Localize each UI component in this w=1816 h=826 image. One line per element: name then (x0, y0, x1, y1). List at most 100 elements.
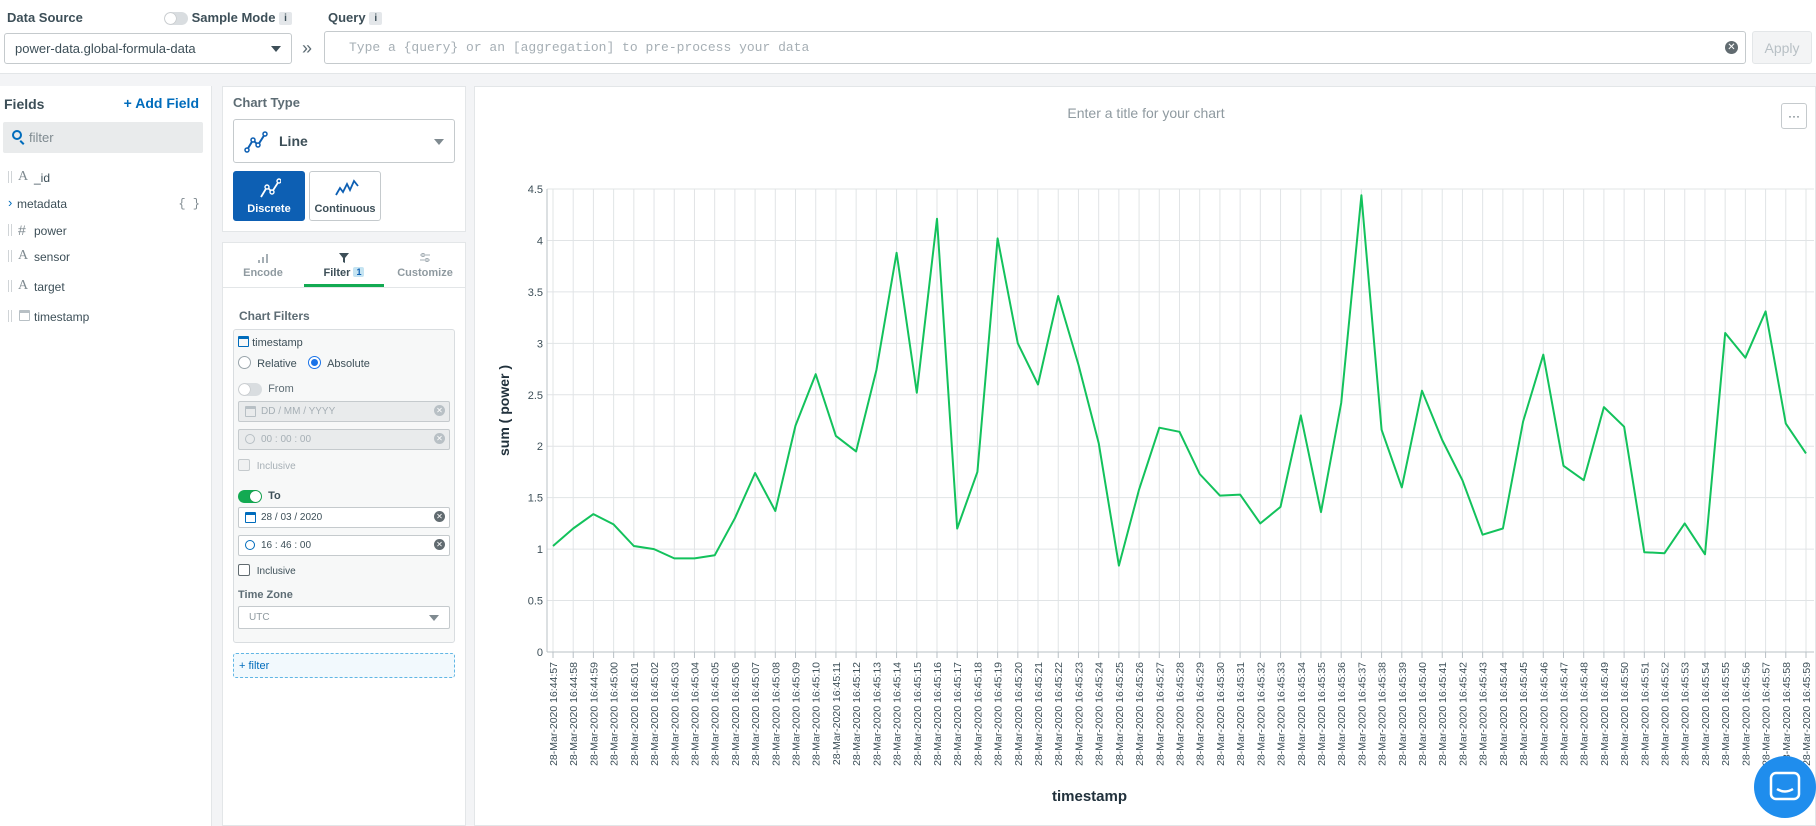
x-tick-label: 28-Mar-2020 16:45:23 (1073, 662, 1085, 766)
continuous-button[interactable]: Continuous (309, 171, 381, 221)
x-tick-label: 28-Mar-2020 16:45:06 (730, 662, 742, 766)
from-time-input[interactable]: 00 : 00 : 00 ✕ (238, 429, 450, 450)
from-inclusive-checkbox[interactable] (238, 459, 250, 471)
field-item[interactable]: # power (6, 221, 206, 241)
x-tick-label: 28-Mar-2020 16:45:43 (1478, 662, 1490, 766)
x-tick-label: 28-Mar-2020 16:45:04 (689, 662, 701, 766)
clear-icon[interactable]: ✕ (434, 433, 445, 444)
field-filter-input[interactable] (3, 122, 203, 153)
x-tick-label: 28-Mar-2020 16:45:40 (1417, 662, 1429, 766)
tab-customize[interactable]: Customize (385, 243, 465, 287)
to-date-input[interactable]: 28 / 03 / 2020 ✕ (238, 507, 450, 528)
drag-handle-icon[interactable] (8, 310, 12, 322)
info-icon[interactable]: i (369, 12, 383, 26)
fields-panel: Fields + Add Field A _id › metadata { } … (0, 86, 212, 826)
y-tick-label: 1 (537, 544, 543, 556)
from-toggle[interactable] (238, 383, 262, 396)
filter-field: timestamp (238, 336, 303, 349)
drag-handle-icon[interactable] (8, 171, 12, 183)
field-item[interactable]: timestamp (6, 307, 206, 327)
number-icon: # (18, 222, 26, 238)
x-tick-label: 28-Mar-2020 16:45:08 (770, 662, 782, 766)
to-time-input[interactable]: 16 : 46 : 00 ✕ (238, 535, 450, 556)
tab-filter[interactable]: Filter 1 (304, 243, 384, 287)
x-tick-label: 28-Mar-2020 16:45:13 (871, 662, 883, 766)
x-tick-label: 28-Mar-2020 16:45:58 (1781, 662, 1793, 766)
to-inclusive-checkbox[interactable] (238, 564, 250, 576)
info-icon[interactable]: i (279, 12, 293, 26)
top-bar: Data Source Sample Mode i Query i power-… (0, 0, 1816, 74)
chart-type-select[interactable]: Line (233, 119, 455, 163)
chart-type-panel: Chart Type Line Discrete Continuous (222, 86, 466, 232)
clear-icon[interactable]: ✕ (434, 539, 445, 550)
drag-handle-icon[interactable] (8, 250, 12, 262)
from-date-input[interactable]: DD / MM / YYYY ✕ (238, 401, 450, 422)
chart-type-title: Chart Type (233, 95, 300, 110)
field-item[interactable]: › metadata { } (6, 194, 206, 214)
x-tick-label: 28-Mar-2020 16:45:15 (912, 662, 924, 766)
y-axis-label: sum ( power ) (496, 365, 512, 456)
clear-icon[interactable]: ✕ (434, 511, 445, 522)
x-tick-label: 28-Mar-2020 16:45:09 (791, 662, 803, 766)
field-item[interactable]: A sensor (6, 247, 206, 267)
to-group: To (238, 490, 281, 503)
relative-option[interactable]: Relative (238, 356, 297, 370)
drag-handle-icon[interactable] (8, 280, 12, 292)
field-item[interactable]: A target (6, 277, 206, 297)
query-input[interactable] (324, 31, 1746, 64)
x-tick-label: 28-Mar-2020 16:45:37 (1356, 662, 1368, 766)
sample-mode-toggle[interactable] (164, 12, 188, 26)
to-label: To (268, 490, 281, 503)
absolute-radio[interactable] (308, 356, 321, 369)
y-tick-label: 3.5 (528, 287, 543, 299)
x-tick-label: 28-Mar-2020 16:45:55 (1720, 662, 1732, 766)
string-icon: A (18, 248, 29, 263)
discrete-button[interactable]: Discrete (233, 171, 305, 221)
chat-support-button[interactable] (1754, 756, 1816, 818)
drag-handle-icon[interactable] (8, 224, 12, 236)
data-source-select[interactable]: power-data.global-formula-data (4, 33, 292, 64)
tab-divider (223, 287, 465, 288)
sample-mode-label: Sample Mode (191, 10, 276, 25)
tab-encode[interactable]: Encode (223, 243, 303, 287)
x-tick-label: 28-Mar-2020 16:45:07 (750, 662, 762, 766)
field-name: sensor (34, 250, 71, 264)
chevron-right-icon[interactable]: › (8, 195, 13, 210)
x-tick-label: 28-Mar-2020 16:45:21 (1033, 662, 1045, 766)
clear-icon[interactable]: ✕ (434, 405, 445, 416)
x-tick-label: 28-Mar-2020 16:45:03 (669, 662, 681, 766)
data-source-label: Data Source (7, 10, 83, 25)
x-tick-label: 28-Mar-2020 16:44:58 (568, 662, 580, 766)
y-tick-label: 3 (537, 338, 543, 350)
x-tick-label: 28-Mar-2020 16:45:41 (1437, 662, 1449, 766)
object-icon: { } (178, 197, 200, 211)
add-filter-button[interactable]: + filter (233, 653, 455, 678)
plus-icon: + (123, 95, 132, 111)
relative-radio[interactable] (238, 356, 251, 369)
add-field-button[interactable]: + Add Field (124, 95, 199, 111)
field-name: metadata (17, 197, 68, 211)
field-item[interactable]: A _id (6, 168, 206, 188)
x-tick-label: 28-Mar-2020 16:45:35 (1316, 662, 1328, 766)
to-inclusive[interactable]: Inclusive (238, 564, 296, 577)
absolute-option[interactable]: Absolute (308, 356, 370, 370)
timezone-select[interactable]: UTC (238, 606, 450, 629)
x-tick-label: 28-Mar-2020 16:45:29 (1195, 662, 1207, 766)
chart-title-input[interactable]: Enter a title for your chart (1067, 105, 1225, 121)
x-tick-label: 28-Mar-2020 16:45:19 (993, 662, 1005, 766)
more-options-button[interactable]: ··· (1781, 103, 1807, 129)
x-tick-label: 28-Mar-2020 16:45:27 (1154, 662, 1166, 766)
query-label-group: Query i (328, 10, 383, 26)
field-name: target (34, 280, 65, 294)
chart-filters-title: Chart Filters (239, 309, 310, 323)
to-toggle[interactable] (238, 490, 262, 503)
from-inclusive[interactable]: Inclusive (238, 459, 296, 472)
x-tick-label: 28-Mar-2020 16:45:31 (1235, 662, 1247, 766)
apply-button[interactable]: Apply (1752, 31, 1812, 64)
discrete-line-icon (260, 178, 281, 198)
search-icon (12, 130, 22, 140)
x-tick-label: 28-Mar-2020 16:45:30 (1215, 662, 1227, 766)
timestamp-filter-card: timestamp Relative Absolute From DD / MM… (233, 329, 455, 643)
clear-query-icon[interactable]: ✕ (1725, 41, 1738, 54)
continuous-line-icon (335, 179, 359, 196)
